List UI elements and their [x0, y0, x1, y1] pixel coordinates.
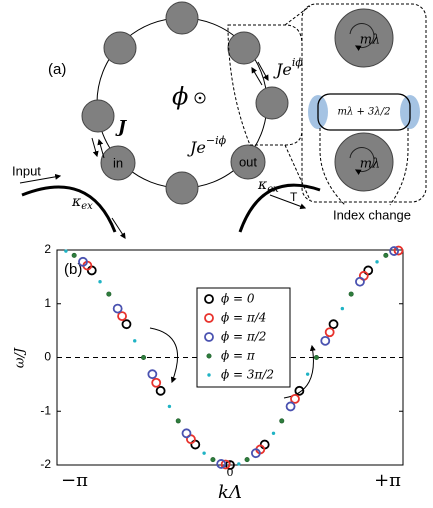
- panel-label: (a): [48, 61, 66, 78]
- plot: (b)ω/JkΛ-2-1012−π0+πϕ = 0ϕ = π/4ϕ = π/2ϕ…: [13, 242, 404, 503]
- output-arrow: [270, 195, 305, 208]
- coupling-arrow: [99, 140, 104, 158]
- y-tick-label: 1: [44, 296, 51, 310]
- kappa-label: κex: [257, 177, 279, 195]
- resonator: [166, 2, 198, 34]
- diagram: (a) J ϕ Je−iϕ Jeiϕ Input in out κex κex …: [12, 2, 426, 238]
- x-axis-label: kΛ: [218, 482, 242, 503]
- coupling-plus: Jeiϕ: [273, 56, 303, 79]
- point: [356, 278, 364, 286]
- point: [118, 312, 126, 320]
- input-waveguide: [22, 187, 115, 232]
- flux-label: ϕ: [172, 83, 188, 111]
- point: [157, 387, 165, 395]
- y-tick-label: -1: [40, 403, 51, 417]
- point: [272, 432, 275, 435]
- resonator: [256, 87, 288, 119]
- zoom-link: [285, 6, 310, 25]
- in-label: in: [113, 155, 123, 170]
- point: [349, 292, 353, 296]
- zoom-link: [285, 145, 310, 200]
- figure: (a) J ϕ Je−iϕ Jeiϕ Input in out κex κex …: [0, 0, 433, 508]
- point: [330, 320, 338, 328]
- y-axis-label: ω/J: [13, 347, 28, 368]
- point: [237, 462, 240, 465]
- point: [182, 429, 190, 437]
- point: [326, 328, 334, 336]
- point: [191, 441, 199, 449]
- legend-marker: [207, 354, 211, 358]
- point: [122, 320, 130, 328]
- x-tick-label: +π: [374, 470, 401, 491]
- point: [321, 337, 329, 345]
- point: [245, 457, 249, 461]
- transmission-label: T: [290, 190, 298, 204]
- point: [176, 419, 180, 423]
- point: [202, 451, 205, 454]
- coupling-label: J: [115, 118, 127, 138]
- coupling-arrow: [92, 138, 97, 156]
- point: [280, 419, 284, 423]
- legend-label: ϕ = 0: [221, 292, 255, 306]
- y-tick-label: 2: [44, 242, 51, 256]
- shift-arrow: [150, 328, 178, 382]
- legend-label: ϕ = 3π/2: [221, 368, 274, 382]
- point: [152, 379, 160, 387]
- mode-label: mλ + 3λ/2: [338, 107, 391, 118]
- y-tick-label: -2: [40, 457, 51, 471]
- point: [114, 305, 122, 313]
- point: [133, 339, 136, 342]
- point: [72, 253, 76, 257]
- point: [384, 253, 388, 257]
- point: [141, 355, 145, 359]
- x-tick-label: −π: [61, 470, 88, 491]
- coupling-minus: Je−iϕ: [187, 134, 227, 157]
- point: [168, 405, 171, 408]
- mode-label: mλ: [360, 33, 381, 48]
- point: [64, 249, 67, 252]
- flux-symbol: [199, 97, 202, 100]
- out-label: out: [239, 154, 257, 169]
- resonator: [166, 172, 198, 204]
- point: [148, 370, 156, 378]
- point: [306, 372, 309, 375]
- y-tick-label: 0: [44, 350, 51, 364]
- point: [287, 402, 295, 410]
- resonator: [82, 100, 114, 132]
- index-change-label: Index change: [333, 207, 411, 222]
- legend-label: ϕ = π/2: [221, 330, 266, 344]
- mode-label: mλ: [360, 157, 381, 172]
- point: [98, 280, 101, 283]
- legend-label: ϕ = π/4: [221, 311, 266, 325]
- resonator: [228, 32, 260, 64]
- legend-marker: [207, 373, 210, 376]
- resonator: [104, 32, 136, 64]
- legend-label: ϕ = π: [221, 349, 256, 363]
- point: [341, 307, 344, 310]
- point: [364, 266, 372, 274]
- point: [291, 395, 299, 403]
- point: [211, 457, 215, 461]
- point: [314, 355, 318, 359]
- point: [107, 292, 111, 296]
- input-label: Input: [12, 163, 41, 178]
- output-waveguide: [240, 185, 320, 232]
- point: [375, 260, 378, 263]
